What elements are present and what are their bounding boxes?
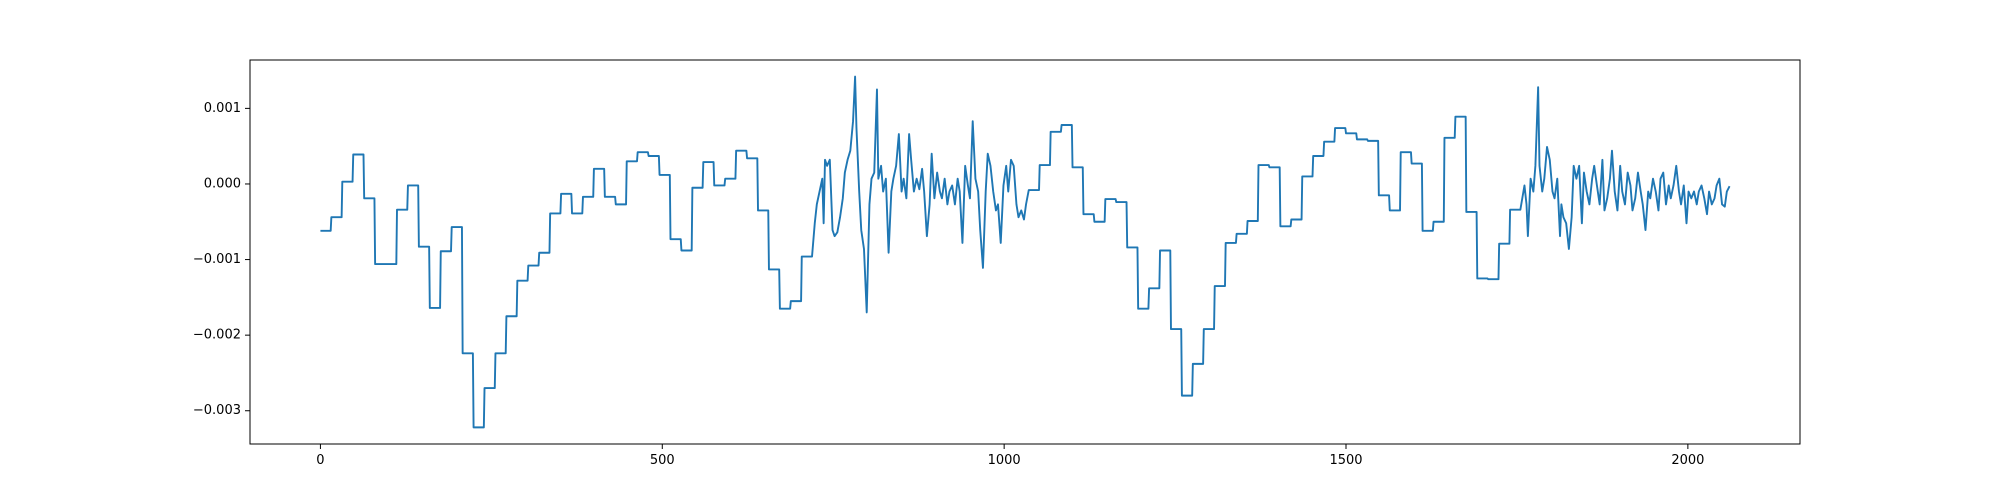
y-tick-label: 0.000: [204, 176, 241, 191]
y-tick-label: −0.001: [193, 252, 241, 267]
x-tick-label: 1500: [1329, 453, 1362, 468]
x-tick-label: 1000: [988, 453, 1021, 468]
x-tick-label: 0: [316, 453, 324, 468]
x-tick-label: 2000: [1671, 453, 1704, 468]
data-line: [320, 75, 1731, 429]
y-tick-label: −0.002: [193, 328, 241, 343]
x-tick-label: 500: [650, 453, 675, 468]
plot-frame: [249, 59, 1801, 445]
y-tick-label: 0.001: [204, 101, 241, 116]
y-tick-label: −0.003: [193, 403, 241, 418]
